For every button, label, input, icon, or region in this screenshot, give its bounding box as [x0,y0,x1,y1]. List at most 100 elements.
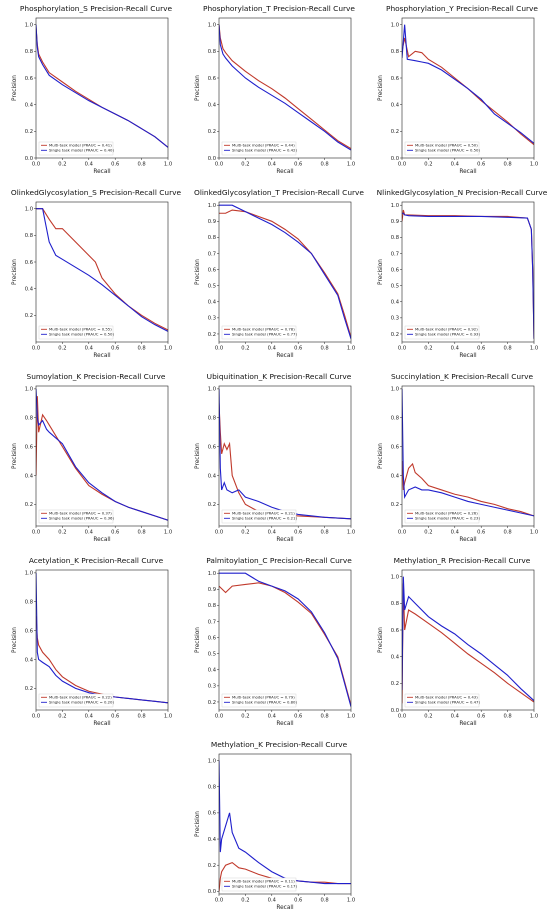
y-tick-label: 0.8 [208,785,216,791]
pr-chart: Methylation_K Precision-Recall Curve 0.0 0… [195,740,355,911]
pr-chart-panel: Acetylation_K Precision-Recall Curve 0.0 0… [0,552,183,736]
x-tick-label: 0.4 [451,346,460,352]
legend-entry-multi: Multi-task model (PRAUC = 0.22) [49,695,112,700]
single-task-series-line [219,572,351,707]
x-axis-label: Recall [459,721,477,727]
y-tick-label: 0.2 [391,681,399,687]
x-tick-label: 0.2 [424,162,432,168]
y-tick-label: 1.0 [208,387,216,393]
y-tick-label: 0.4 [208,837,217,843]
chart-title: Acetylation_K Precision-Recall Curve [29,556,164,565]
x-tick-label: 0.6 [477,530,485,536]
x-tick-label: 0.0 [398,162,406,168]
chart-legend: Multi-task model (PRAUC = 0.43)Single ta… [404,693,480,708]
y-tick-label: 0.0 [391,156,399,162]
chart-legend: Multi-task model (PRAUC = 0.55)Single ta… [38,325,114,340]
y-axis-label: Precision [195,75,201,101]
pr-chart: Ubiquitination_K Precision-Recall Curve 0… [195,372,355,543]
plot-frame [35,201,169,343]
y-tick-label: 0.7 [391,251,399,257]
x-tick-label: 0.6 [111,530,119,536]
x-tick-label: 1.0 [530,714,538,720]
y-tick-label: 0.2 [25,313,33,319]
single-task-series-line [402,388,534,517]
y-tick-label: 0.4 [391,102,400,108]
y-tick-label: 0.8 [391,416,399,422]
x-tick-label: 0.6 [111,714,119,720]
x-tick-label: 0.8 [320,530,328,536]
single-task-series-line [219,760,351,885]
legend-entry-single: Single task model (PRAUC = 0.23) [415,516,480,521]
legend-entry-single: Single task model (PRAUC = 0.93) [415,332,480,337]
x-tick-label: 1.0 [530,162,538,168]
chart-legend: Multi-task model (PRAUC = 0.37)Single ta… [38,509,114,524]
legend-entry-single: Single task model (PRAUC = 0.21) [232,516,297,521]
y-tick-label: 0.4 [25,286,34,292]
single-task-series-line [402,24,534,144]
pr-chart-panel: Ubiquitination_K Precision-Recall Curve 0… [183,368,366,552]
y-tick-label: 0.6 [208,444,216,450]
x-axis-label: Recall [93,169,111,175]
plot-frame [218,201,352,343]
y-axis-label: Precision [378,443,384,469]
y-axis-label: Precision [378,75,384,101]
y-tick-label: 1.0 [208,203,216,209]
x-tick-label: 0.2 [424,530,432,536]
chart-title: Phosphorylation_S Precision-Recall Curve [20,4,173,13]
y-axis-label: Precision [378,259,384,285]
x-tick-label: 1.0 [164,530,172,536]
single-task-series-line [36,388,168,521]
chart-legend: Multi-task model (PRAUC = 0.92)Single ta… [404,325,480,340]
chart-title: Palmitoylation_C Precision-Recall Curve [206,556,352,565]
pr-chart-panel: Phosphorylation_T Precision-Recall Curve… [183,0,366,184]
plot-frame [401,17,535,159]
single-task-series-line [36,208,168,332]
multi-task-series-line [36,27,168,148]
pr-chart: Acetylation_K Precision-Recall Curve 0.0 0… [12,556,172,727]
legend-box [221,693,297,708]
y-tick-label: 0.3 [208,684,216,690]
legend-entry-single: Single task model (PRAUC = 0.47) [415,700,480,705]
y-tick-label: 1.0 [391,387,399,393]
y-axis-label: Precision [195,443,201,469]
pr-chart: Sumoylation_K Precision-Recall Curve 0.0 0… [12,372,172,543]
x-tick-label: 0.6 [111,162,119,168]
chart-legend: Multi-task model (PRAUC = 0.26)Single ta… [404,509,480,524]
y-tick-label: 0.4 [391,654,400,660]
legend-entry-multi: Multi-task model (PRAUC = 0.92) [415,327,478,332]
pr-chart: Phosphorylation_T Precision-Recall Curve… [195,4,355,175]
x-tick-label: 0.2 [241,898,249,904]
pr-chart-panel: OlinkedGlycosylation_T Precision-Recall … [183,184,366,368]
y-tick-label: 0.6 [25,260,33,266]
x-axis-label: Recall [459,353,477,359]
x-tick-label: 0.8 [320,162,328,168]
legend-entry-single: Single task model (PRAUC = 0.40) [49,148,114,153]
legend-entry-single: Single task model (PRAUC = 0.17) [232,884,297,889]
y-tick-label: 0.4 [25,102,34,108]
y-tick-label: 0.3 [391,316,399,322]
y-axis-label: Precision [195,259,201,285]
y-tick-label: 1.0 [391,22,399,28]
chart-title: NlinkedGlycosylation_N Precision-Recall … [377,188,548,197]
pr-chart-panel: NlinkedGlycosylation_N Precision-Recall … [366,184,549,368]
multi-task-series-line [219,582,351,706]
y-tick-label: 0.6 [391,628,399,634]
x-tick-label: 0.0 [32,346,40,352]
x-tick-label: 0.0 [32,530,40,536]
x-tick-label: 0.2 [58,714,66,720]
multi-task-series-line [36,396,168,521]
y-tick-label: 0.6 [208,811,216,817]
y-tick-label: 0.8 [391,601,399,607]
x-tick-label: 0.2 [241,162,249,168]
x-axis-label: Recall [93,537,111,543]
x-tick-label: 0.0 [398,530,406,536]
chart-legend: Multi-task model (PRAUC = 0.21)Single ta… [221,509,297,524]
single-task-series-line [219,204,351,339]
y-tick-label: 0.0 [391,708,399,714]
plot-frame [218,753,352,895]
x-tick-label: 0.4 [268,714,277,720]
x-axis-label: Recall [93,721,111,727]
x-tick-label: 0.8 [320,346,328,352]
multi-task-series-line [219,861,351,892]
